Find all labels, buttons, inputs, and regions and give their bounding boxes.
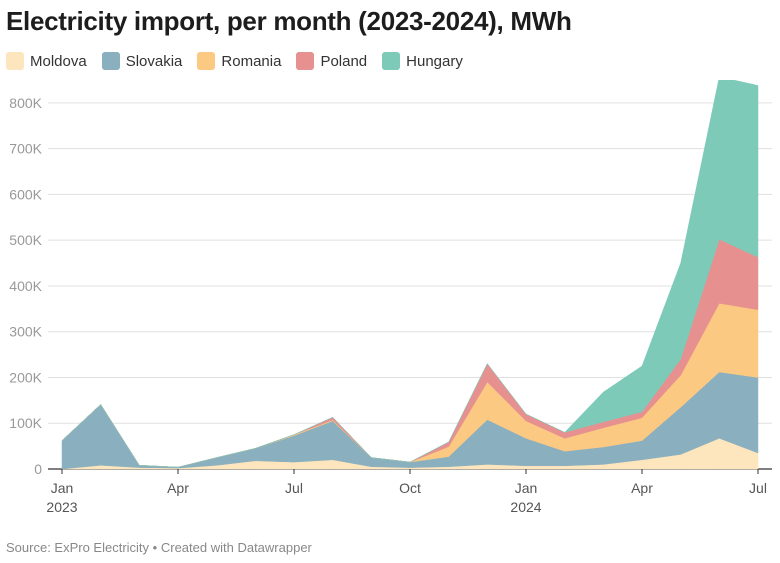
- legend-label-slovakia: Slovakia: [125, 52, 183, 70]
- legend-item-hungary[interactable]: Hungary: [382, 52, 463, 70]
- chart-title: Electricity import, per month (2023-2024…: [6, 6, 572, 36]
- legend-item-poland[interactable]: Poland: [296, 52, 367, 70]
- legend-swatch-hungary: [382, 52, 401, 70]
- legend-swatch-slovakia: [101, 52, 120, 70]
- legend-label-moldova: Moldova: [30, 52, 87, 70]
- legend: Moldova Slovakia Romania Poland Hungary: [6, 52, 478, 70]
- y-axis-ticks: 0 100K 200K 300K 400K 500K 600K 700K 800K: [9, 95, 42, 477]
- legend-item-romania[interactable]: Romania: [197, 52, 281, 70]
- footer: Source: ExPro Electricity • Created with…: [6, 540, 312, 555]
- x-tick-year-label: 2024: [510, 499, 541, 515]
- source-text[interactable]: Source: ExPro Electricity: [6, 540, 150, 555]
- x-tick-label: Apr: [631, 480, 653, 496]
- x-tick-label: Jul: [285, 480, 303, 496]
- x-tick-year-label: 2023: [46, 499, 77, 515]
- credit-text[interactable]: Created with Datawrapper: [160, 540, 312, 555]
- x-tick-label: Jan: [51, 480, 74, 496]
- legend-item-slovakia[interactable]: Slovakia: [101, 52, 183, 70]
- legend-item-moldova[interactable]: Moldova: [6, 52, 87, 70]
- y-tick-label: 700K: [9, 141, 42, 157]
- y-tick-label: 500K: [9, 232, 42, 248]
- footer-separator: •: [152, 540, 158, 555]
- legend-label-hungary: Hungary: [406, 52, 463, 70]
- legend-label-romania: Romania: [221, 52, 282, 70]
- chart-area: 0 100K 200K 300K 400K 500K 600K 700K 800K Jan 202…: [9, 80, 772, 515]
- y-tick-label: 400K: [9, 278, 42, 294]
- legend-swatch-romania: [197, 52, 216, 70]
- x-tick-label: Apr: [167, 480, 189, 496]
- legend-label-poland: Poland: [320, 52, 368, 70]
- x-tick-label: Jan: [515, 480, 538, 496]
- x-tick-label: Oct: [399, 480, 421, 496]
- x-tick-label: Jul: [749, 480, 767, 496]
- y-tick-label: 200K: [9, 369, 42, 385]
- y-tick-label: 0: [34, 461, 42, 477]
- x-axis-ticks: Jan 2023 Apr Jul Oct Jan 2024 Apr Jul: [46, 469, 767, 515]
- y-tick-label: 100K: [9, 415, 42, 431]
- legend-swatch-poland: [296, 52, 315, 70]
- stacked-areas: [61, 80, 759, 470]
- y-tick-label: 800K: [9, 95, 42, 111]
- y-tick-label: 600K: [9, 186, 42, 202]
- gridlines: [48, 102, 772, 470]
- legend-swatch-moldova: [6, 52, 24, 70]
- y-tick-label: 300K: [9, 324, 42, 340]
- area-hungary[interactable]: [61, 80, 759, 468]
